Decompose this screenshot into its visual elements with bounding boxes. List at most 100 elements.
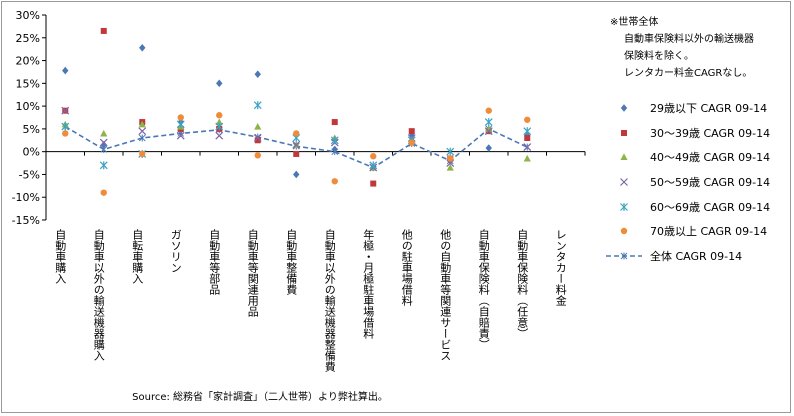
data-point bbox=[254, 123, 262, 130]
legend-marker bbox=[620, 202, 628, 211]
note-line-2: 自動車保険料以外の輸送機器 bbox=[624, 34, 754, 45]
data-point bbox=[61, 122, 70, 131]
y-tick-label: 5% bbox=[23, 123, 40, 136]
data-point bbox=[331, 145, 338, 154]
data-point bbox=[177, 114, 184, 121]
category-label: 自動車購入 bbox=[54, 229, 67, 284]
data-point bbox=[408, 131, 415, 140]
data-point bbox=[100, 27, 107, 34]
data-point bbox=[330, 136, 339, 145]
data-point bbox=[524, 135, 531, 141]
data-point bbox=[254, 152, 261, 159]
series-6 bbox=[62, 107, 531, 196]
data-point bbox=[176, 120, 185, 129]
data-point bbox=[253, 101, 262, 110]
legend-item-1: 29歳以下 CAGR 09-14 bbox=[604, 96, 790, 121]
y-tick-label: -5% bbox=[19, 168, 40, 181]
legend-marker-shape bbox=[620, 202, 628, 211]
data-point bbox=[253, 134, 262, 142]
legend-marker-shape bbox=[620, 228, 628, 235]
y-tick-label: 20% bbox=[16, 55, 40, 68]
legend-marker bbox=[620, 178, 628, 187]
source-note: Source: 総務省「家計調査」（二人世帯）より弊社算出。 bbox=[132, 392, 388, 403]
data-point bbox=[293, 130, 300, 137]
category-label: 自動車等部品 bbox=[208, 229, 221, 295]
data-point bbox=[62, 66, 69, 75]
data-point bbox=[176, 131, 185, 140]
category-label: ガソリン bbox=[169, 229, 182, 273]
data-point bbox=[100, 189, 107, 196]
y-tick-label: 15% bbox=[16, 77, 40, 90]
y-tick-label: 0% bbox=[23, 146, 40, 159]
data-point bbox=[138, 127, 147, 136]
legend: 29歳以下 CAGR 09-14 30～39歳 CAGR 09-14 40～49歳 … bbox=[604, 96, 790, 268]
data-point bbox=[216, 79, 223, 88]
data-point bbox=[370, 153, 377, 160]
category-label: 自動車等関連用品 bbox=[246, 229, 259, 317]
chart-notes: ※世帯全体 自動車保険料以外の輸送機器 保険料を除く。 レンタカー料金CAGRな… bbox=[610, 14, 790, 82]
category-label: 自動車整備費 bbox=[285, 229, 298, 295]
category-label: レンタカー料金 bbox=[554, 229, 567, 306]
data-point bbox=[485, 144, 492, 152]
data-point bbox=[138, 120, 146, 128]
data-point bbox=[331, 119, 338, 126]
category-label: 他の自動車等関連サービス bbox=[439, 229, 452, 361]
data-point bbox=[139, 44, 146, 52]
data-point bbox=[215, 122, 224, 131]
legend-marker bbox=[621, 129, 627, 136]
legend-item-2: 30～39歳 CAGR 09-14 bbox=[604, 121, 790, 146]
data-point bbox=[100, 129, 108, 137]
data-point bbox=[292, 140, 301, 149]
overall-line-point bbox=[138, 134, 146, 142]
legend-item-7: 全体 CAGR 09-14 bbox=[604, 244, 790, 269]
legend-marker bbox=[620, 228, 628, 235]
legend-item-4: 50～59歳 CAGR 09-14 bbox=[604, 170, 790, 195]
data-point bbox=[293, 150, 300, 157]
legend-label: 30～39歳 CAGR 09-14 bbox=[650, 126, 771, 140]
data-point bbox=[523, 127, 532, 136]
data-point bbox=[100, 141, 107, 149]
y-tick-label: 10% bbox=[16, 100, 40, 113]
y-tick-label: -15% bbox=[12, 214, 40, 227]
series-4 bbox=[61, 106, 532, 172]
category-label: 年極・月極駐車場借料 bbox=[362, 228, 375, 340]
legend-marker-shape bbox=[620, 252, 628, 260]
data-point bbox=[484, 118, 493, 127]
legend-label: 29歳以下 CAGR 09-14 bbox=[650, 102, 768, 116]
data-point bbox=[524, 116, 531, 123]
note-line-1: ※世帯全体 bbox=[610, 17, 659, 28]
data-point bbox=[216, 112, 223, 119]
data-point bbox=[62, 130, 69, 137]
series-2 bbox=[62, 27, 531, 187]
legend-marker-shape bbox=[620, 178, 628, 187]
data-point bbox=[446, 159, 455, 167]
data-point bbox=[293, 170, 300, 179]
legend-label: 60～69歳 CAGR 09-14 bbox=[650, 200, 771, 214]
data-point bbox=[254, 70, 261, 79]
data-point bbox=[254, 137, 261, 144]
category-label: 自動車保険料（任意） bbox=[516, 229, 529, 339]
legend-label: 70歳以上 CAGR 09-14 bbox=[650, 225, 768, 239]
data-point bbox=[446, 164, 454, 171]
data-point bbox=[523, 154, 531, 162]
category-label: 自動車以外の輸送機器整備費 bbox=[323, 229, 336, 372]
category-label: 自動車以外の輸送機器購入 bbox=[92, 229, 105, 361]
y-tick-label: -10% bbox=[12, 191, 40, 204]
legend-marker bbox=[620, 104, 628, 113]
y-tick-label: 25% bbox=[16, 32, 40, 45]
data-point bbox=[331, 178, 338, 185]
legend-marker-shape bbox=[620, 104, 628, 113]
data-point bbox=[408, 139, 415, 146]
data-point bbox=[99, 161, 108, 170]
category-label: 自動車保険料（自賠責） bbox=[477, 229, 490, 350]
legend-marker bbox=[620, 153, 628, 161]
legend-label: 50～59歳 CAGR 09-14 bbox=[650, 176, 771, 190]
data-point bbox=[99, 138, 108, 147]
legend-item-3: 40～49歳 CAGR 09-14 bbox=[604, 145, 790, 170]
legend-marker-shape bbox=[620, 153, 628, 161]
series-1 bbox=[62, 44, 531, 179]
data-point bbox=[447, 155, 454, 162]
data-point bbox=[485, 107, 492, 114]
